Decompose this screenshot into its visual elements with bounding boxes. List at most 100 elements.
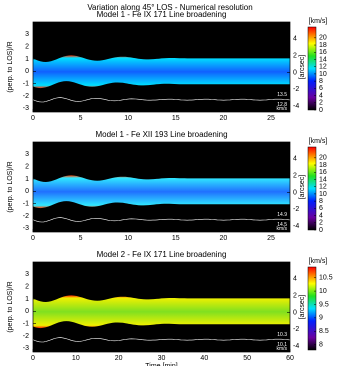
annotation: km/s [276, 346, 287, 352]
colorbar [307, 146, 317, 231]
x-tick-label: 10 [72, 355, 80, 362]
colorbar-tick-label: 14 [319, 56, 327, 63]
y2-tick-label: -4 [293, 103, 299, 110]
colorbar-label: [km/s] [309, 258, 328, 265]
y-tick-label: 0 [25, 68, 29, 75]
y-tick-label: 2 [25, 284, 29, 291]
colorbar-tick-label: 20 [319, 155, 327, 162]
y-tick-label: 2 [25, 164, 29, 171]
colorbar-tick-label: 2 [319, 100, 323, 107]
y-tick-label: 1 [25, 176, 29, 183]
colorbar-tick-label: 0 [319, 227, 323, 234]
x-tick-label: 20 [219, 115, 227, 122]
y-tick-label: -1 [23, 320, 29, 327]
x-tick-label: 10 [124, 115, 132, 122]
x-tick-label: 0 [31, 115, 35, 122]
y2-tick-label: 0 [293, 309, 297, 316]
y2-tick-label: 2 [293, 292, 297, 299]
y-tick-label: 1 [25, 56, 29, 63]
y2-tick-label: 2 [293, 52, 297, 59]
colorbar-tick-label: 8 [319, 78, 323, 85]
profile-line [32, 337, 291, 343]
x-tick-label: 15 [172, 115, 180, 122]
colorbar-tick-label: 10 [319, 191, 327, 198]
annotation: 10.3 [277, 332, 287, 338]
x-tick-label: 5 [79, 115, 83, 122]
band [33, 295, 290, 329]
colorbar-tick-label: 4 [319, 92, 323, 99]
x-tick-label: 5 [79, 235, 83, 242]
x-tick-label: 25 [267, 115, 275, 122]
profile-line [32, 217, 291, 223]
colorbar-tick-label: 0 [319, 107, 323, 114]
annotation: 14.9 [277, 212, 287, 218]
axes-box [32, 141, 291, 233]
x-tick-label: 40 [200, 355, 208, 362]
y2-tick-label: 4 [293, 156, 297, 163]
colorbar-tick-label: 9.5 [319, 301, 329, 308]
y-axis-label: (perp. to LOS)/R [7, 281, 14, 332]
colorbar-tick-label: 9 [319, 315, 323, 322]
y-axis-label: (perp. to LOS)/R [7, 161, 14, 212]
axes-box [32, 21, 291, 113]
y2-tick-label: 4 [293, 276, 297, 283]
y-tick-label: -1 [23, 200, 29, 207]
x-axis-label: Time [min] [145, 363, 177, 366]
colorbar-label: [km/s] [309, 18, 328, 25]
colorbar [307, 26, 317, 111]
y2-tick-label: 4 [293, 36, 297, 43]
annotation: 13.5 [277, 92, 287, 98]
y2-tick-label: 0 [293, 189, 297, 196]
x-tick-label: 60 [286, 355, 294, 362]
colorbar-tick-label: 4 [319, 212, 323, 219]
colorbar-tick-label: 8.5 [319, 328, 329, 335]
y2-tick-label: -4 [293, 343, 299, 350]
y-tick-label: -1 [23, 80, 29, 87]
y-tick-label: -2 [23, 213, 29, 220]
y-tick-label: 3 [25, 31, 29, 38]
y2-tick-label: -2 [293, 326, 299, 333]
colorbar-tick-label: 8 [319, 341, 323, 348]
y2-axis-label: [arcsec] [299, 175, 306, 200]
x-tick-label: 10 [124, 235, 132, 242]
colorbar-tick-label: 18 [319, 42, 327, 49]
annotation: km/s [276, 226, 287, 232]
y-tick-label: -2 [23, 333, 29, 340]
y-tick-label: 0 [25, 308, 29, 315]
colorbar-label: [km/s] [309, 138, 328, 145]
x-tick-label: 30 [158, 355, 166, 362]
colorbar-tick-label: 16 [319, 169, 327, 176]
panel-title: Model 1 - Fe XII 193 Line broadening [95, 130, 227, 139]
colorbar-tick-label: 10 [319, 71, 327, 78]
annotation: 12.8 [277, 102, 287, 108]
y-axis-label: (perp. to LOS)/R [7, 41, 14, 92]
x-tick-label: 0 [31, 355, 35, 362]
figure-title: Variation along 45° LOS - Numerical reso… [87, 3, 252, 12]
y-tick-label: -3 [23, 105, 29, 112]
colorbar-tick-label: 20 [319, 35, 327, 42]
annotation: km/s [276, 106, 287, 112]
y2-tick-label: 0 [293, 69, 297, 76]
colorbar-tick-label: 2 [319, 220, 323, 227]
colorbar-tick-label: 8 [319, 198, 323, 205]
colorbar-tick-label: 18 [319, 162, 327, 169]
y2-axis-label: [arcsec] [299, 55, 306, 80]
colorbar-tick-label: 10 [319, 288, 327, 295]
y2-tick-label: -2 [293, 206, 299, 213]
annotation: 14.5 [277, 222, 287, 228]
x-tick-label: 20 [115, 355, 123, 362]
colorbar [307, 266, 317, 351]
y2-tick-label: -2 [293, 86, 299, 93]
colorbar-tick-label: 16 [319, 49, 327, 56]
x-tick-label: 50 [243, 355, 251, 362]
x-tick-label: 20 [219, 235, 227, 242]
profile-line [32, 97, 291, 103]
y-tick-label: -3 [23, 225, 29, 232]
x-tick-label: 25 [267, 235, 275, 242]
y2-tick-label: -4 [293, 223, 299, 230]
colorbar-tick-label: 12 [319, 64, 327, 71]
panel-title: Model 1 - Fe IX 171 Line broadening [97, 10, 227, 19]
colorbar-tick-label: 12 [319, 184, 327, 191]
